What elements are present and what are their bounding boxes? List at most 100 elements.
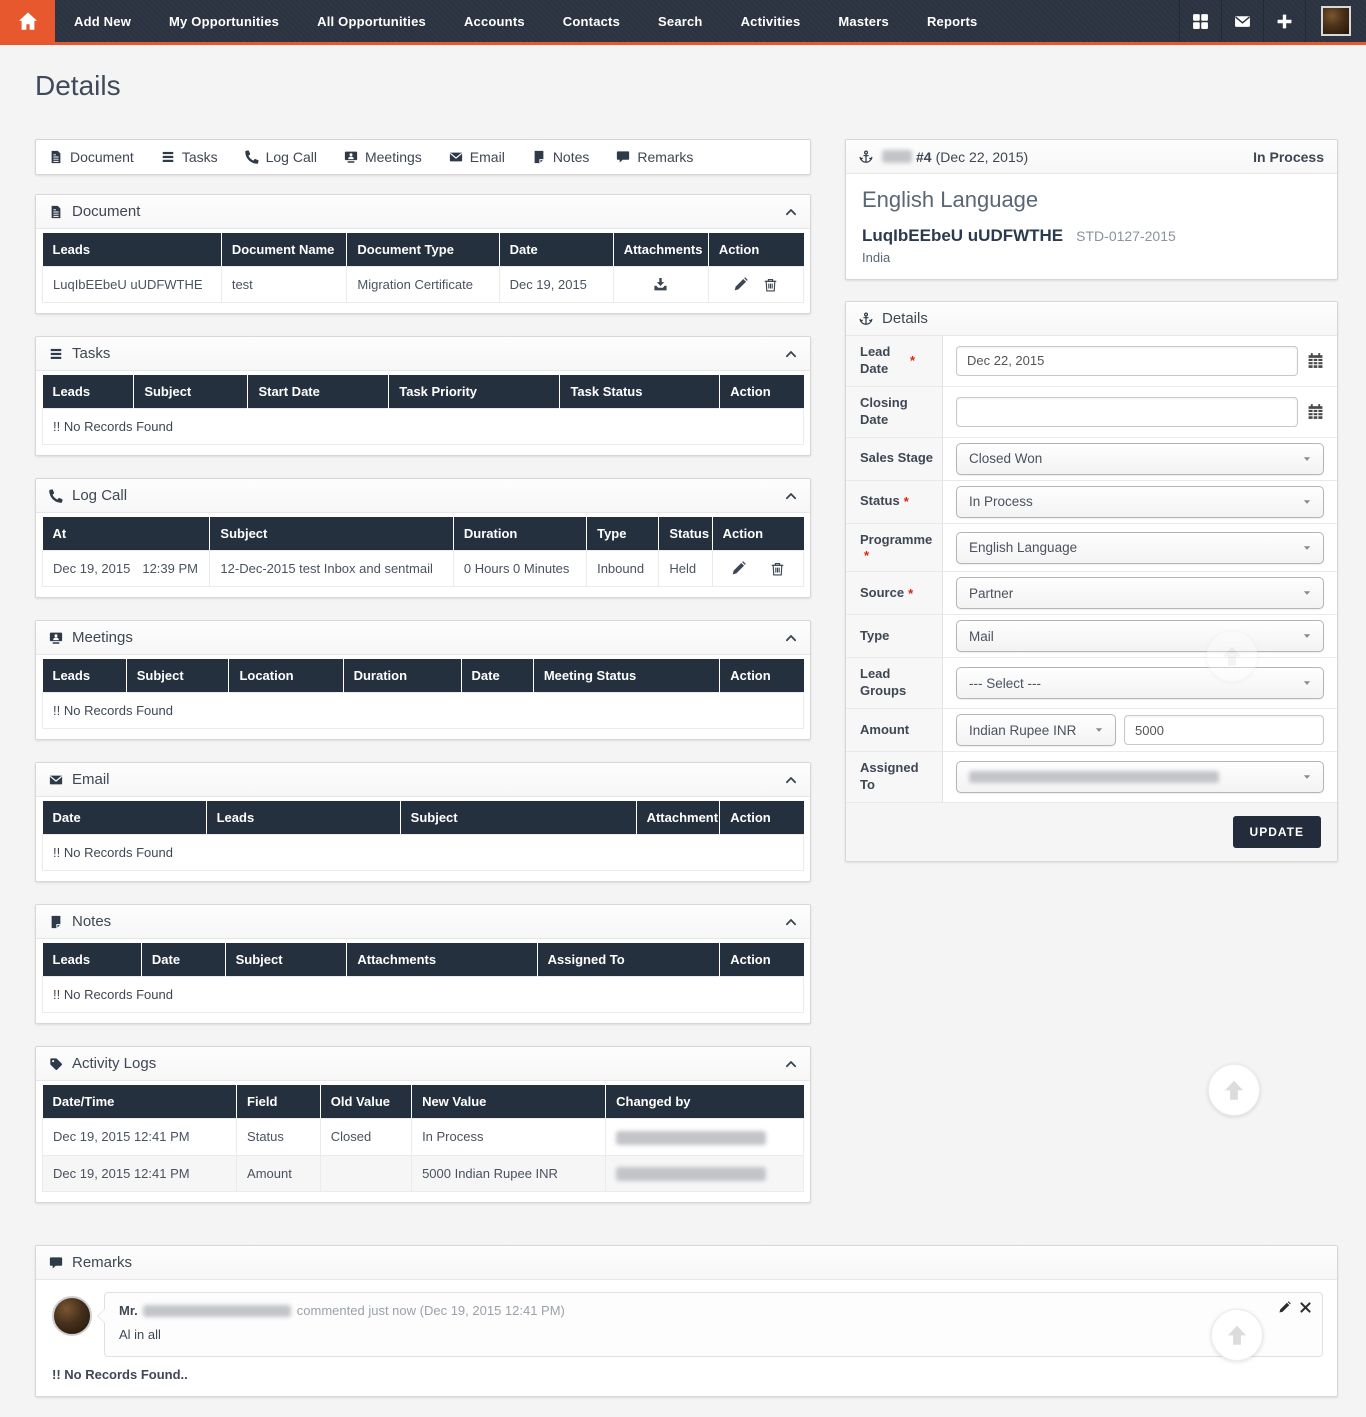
closing-date-calendar-button[interactable] — [1307, 403, 1324, 420]
scroll-to-top-button[interactable] — [1208, 1064, 1260, 1116]
tab-tasks[interactable]: Tasks — [161, 149, 218, 165]
table-row: Dec 19, 2015 12:41 PM Status Closed In P… — [41, 1118, 804, 1156]
tab-log-call[interactable]: Log Call — [245, 149, 317, 165]
no-records-text: !! No Records Found — [42, 834, 804, 871]
close-icon[interactable] — [1299, 1301, 1312, 1314]
tab-email[interactable]: Email — [449, 149, 505, 165]
add-button[interactable] — [1263, 0, 1305, 42]
nav-item-masters[interactable]: Masters — [838, 13, 889, 29]
update-button[interactable]: UPDATE — [1232, 816, 1321, 849]
opportunity-card-header: #4 (Dec 22, 2015) In Process — [846, 140, 1337, 174]
panel-activity-logs-header: Activity Logs — [36, 1047, 810, 1081]
cell-document-type: Migration Certificate — [346, 266, 500, 303]
form-row-closing-date: Closing Date — [846, 386, 1337, 438]
amount-input[interactable] — [1124, 715, 1324, 746]
mail-button[interactable] — [1221, 0, 1263, 42]
nav-item-all-opportunities[interactable]: All Opportunities — [317, 13, 426, 29]
col-header: Leads — [206, 801, 401, 835]
collapse-button[interactable] — [785, 1058, 797, 1070]
tab-label: Email — [469, 149, 505, 165]
page-title: Details — [35, 70, 121, 101]
collapse-button[interactable] — [785, 774, 797, 786]
redacted-name — [616, 1130, 767, 1145]
collapse-button[interactable] — [785, 348, 797, 360]
no-records-text: !! No Records Found — [42, 692, 804, 729]
chevron-up-icon — [785, 632, 797, 644]
trash-icon[interactable] — [763, 277, 778, 292]
nav-item-contacts[interactable]: Contacts — [562, 13, 621, 29]
col-header: Document Name — [221, 233, 348, 267]
nav-item-accounts[interactable]: Accounts — [463, 13, 525, 29]
scroll-to-top-button[interactable] — [1206, 630, 1258, 682]
lead-date-input[interactable] — [956, 345, 1298, 376]
col-header: Duration — [343, 659, 462, 693]
assigned-to-select[interactable] — [956, 761, 1324, 794]
nav-item-search[interactable]: Search — [658, 13, 703, 29]
home-button[interactable] — [0, 0, 55, 42]
sales-stage-select[interactable]: Closed Won — [956, 442, 1324, 475]
nav-item-activities[interactable]: Activities — [740, 13, 801, 29]
field-label: Type — [846, 615, 943, 658]
status-select[interactable]: In Process — [956, 485, 1324, 518]
panel-document: Document Leads Document Name Document Ty… — [35, 194, 811, 314]
cell-datetime: Dec 19, 2015 12:41 PM — [41, 1118, 238, 1156]
collapse-button[interactable] — [785, 206, 797, 218]
opportunity-body: English Language LuqIbEEbeU uUDFWTHE STD… — [846, 174, 1337, 279]
edit-icon[interactable] — [733, 277, 748, 292]
details-card-header: Details — [846, 302, 1337, 336]
panel-title: Details — [882, 310, 928, 327]
caret-down-icon — [1302, 678, 1312, 688]
trash-icon[interactable] — [770, 561, 785, 576]
panel-title: Remarks — [72, 1254, 133, 1272]
tab-document[interactable]: Document — [49, 149, 134, 165]
nav-item-add-new[interactable]: Add New — [74, 13, 132, 29]
edit-icon[interactable] — [731, 561, 746, 576]
lead-country: India — [862, 250, 891, 265]
scroll-to-top-button[interactable] — [1211, 1309, 1263, 1361]
col-header: Meeting Status — [533, 659, 721, 693]
download-icon — [653, 277, 668, 292]
tab-meetings[interactable]: Meetings — [344, 149, 422, 165]
nav-item-my-opportunities[interactable]: My Opportunities — [169, 13, 280, 29]
cell-status: Held — [658, 550, 713, 587]
caret-down-icon — [1094, 725, 1104, 735]
edit-icon[interactable] — [1278, 1301, 1291, 1314]
caret-down-icon — [1302, 588, 1312, 598]
col-header: Attachments — [346, 943, 538, 977]
user-menu[interactable] — [1305, 0, 1366, 42]
closing-date-input[interactable] — [956, 396, 1298, 427]
collapse-button[interactable] — [785, 916, 797, 928]
panel-tasks-header: Tasks — [36, 337, 810, 371]
cell-new-value: 5000 Indian Rupee INR — [411, 1154, 607, 1193]
commenter-title: Mr. — [119, 1303, 138, 1319]
nav-item-reports[interactable]: Reports — [926, 13, 978, 29]
field-label: Sales Stage — [846, 437, 943, 480]
navbar-right — [1179, 0, 1366, 42]
collapse-button[interactable] — [785, 632, 797, 644]
tab-remarks[interactable]: Remarks — [616, 149, 693, 165]
source-select[interactable]: Partner — [956, 577, 1324, 610]
chevron-up-icon — [785, 490, 797, 502]
currency-select[interactable]: Indian Rupee INR — [956, 714, 1116, 747]
phone-icon — [49, 489, 63, 503]
lead-groups-select[interactable]: --- Select --- — [956, 667, 1324, 700]
cell-date: Dec 19, 2015 — [498, 266, 614, 303]
download-attachment-button[interactable] — [624, 277, 698, 292]
cell-leads: LuqIbEEbeU uUDFWTHE — [42, 266, 222, 303]
form-row-programme: Programme * English Language — [846, 523, 1337, 573]
col-header: Subject — [126, 659, 230, 693]
anchor-icon — [859, 150, 873, 164]
panel-tasks: Tasks Leads Subject Start Date Task Prio… — [35, 336, 811, 456]
col-header: Leads — [42, 659, 127, 693]
lead-date-calendar-button[interactable] — [1307, 352, 1324, 369]
col-header: Date — [499, 233, 614, 267]
apps-grid-button[interactable] — [1179, 0, 1221, 42]
programme-select[interactable]: English Language — [956, 531, 1324, 564]
collapse-button[interactable] — [785, 490, 797, 502]
tab-notes[interactable]: Notes — [532, 149, 589, 165]
type-select[interactable]: Mail — [956, 620, 1324, 653]
col-header: Action — [708, 233, 804, 267]
required-asterisk: * — [864, 548, 870, 564]
panel-title: Meetings — [72, 629, 133, 646]
tasks-icon — [161, 150, 175, 164]
